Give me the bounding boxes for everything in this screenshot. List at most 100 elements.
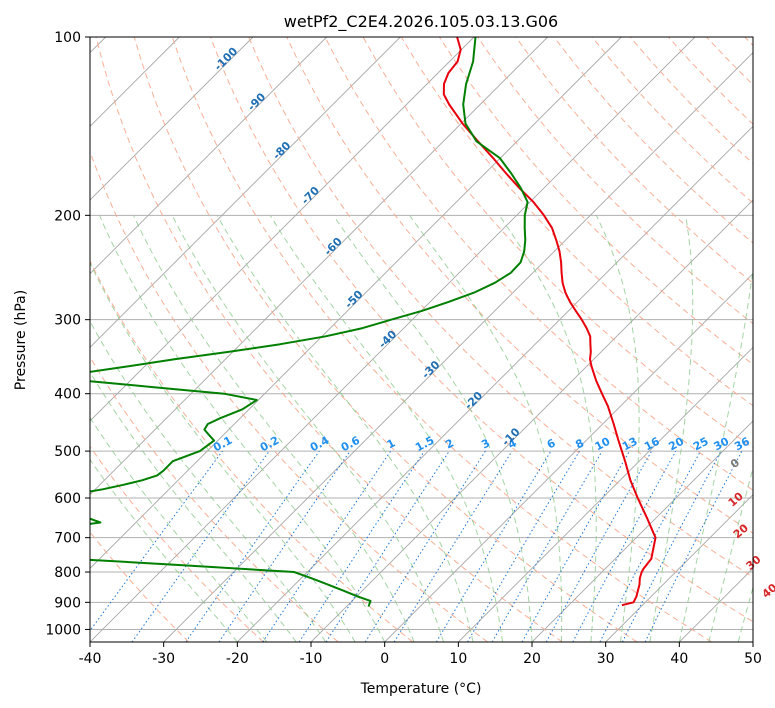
moist-adiabat-line xyxy=(409,215,563,642)
dewpoint-profile-line xyxy=(90,37,529,607)
x-tick-label: -10 xyxy=(300,651,323,667)
dry-adiabat-line xyxy=(591,37,753,204)
x-tick-label: 10 xyxy=(449,651,467,667)
moist-adiabat-line xyxy=(708,466,753,642)
plot-frame xyxy=(89,36,754,643)
dry-adiabat-line xyxy=(706,37,753,86)
moist-adiabat-line xyxy=(90,458,238,642)
x-tick-label: 40 xyxy=(670,651,688,667)
moist-adiabat-line xyxy=(90,416,268,642)
chart-title: wetPf2_C2E4.2026.105.03.13.G06 xyxy=(284,12,558,32)
isotherm-label: -50 xyxy=(342,288,365,311)
isotherm-label: -60 xyxy=(322,235,345,258)
moist-adiabat-line xyxy=(649,215,694,642)
moist-adiabat-line xyxy=(595,215,640,642)
isotherm-label: -10 xyxy=(499,425,522,448)
dry-adiabat-line xyxy=(286,37,753,534)
mixing-ratio-line xyxy=(90,450,223,632)
isotherm-line xyxy=(90,37,696,642)
moist-adiabat-label: 10 xyxy=(726,489,746,509)
mixing-ratio-line xyxy=(218,450,351,642)
moist-adiabat-line xyxy=(269,215,503,642)
moist-adiabat-label: 30 xyxy=(744,553,764,573)
isotherm-line xyxy=(163,52,753,642)
isotherm-line xyxy=(90,37,622,569)
mixing-ratio-line xyxy=(364,450,486,642)
isotherm-line xyxy=(90,37,548,496)
mixing-ratio-line xyxy=(185,450,320,642)
dry-adiabat-line xyxy=(515,37,753,284)
temperature-profile-line xyxy=(442,37,657,607)
mixing-ratio-line xyxy=(521,450,630,642)
y-tick-label: 400 xyxy=(54,387,81,403)
isotherm-line xyxy=(90,37,327,275)
y-tick-label: 1000 xyxy=(45,622,81,638)
mixing-ratio-label: 6 xyxy=(545,436,558,451)
x-tick-label: -30 xyxy=(152,651,175,667)
dry-adiabat-line xyxy=(95,37,563,642)
mixing-ratio-line xyxy=(298,450,425,642)
dry-adiabat-line xyxy=(133,37,638,642)
mixing-ratio-label: 16 xyxy=(642,435,662,454)
moist-adiabat-line xyxy=(99,215,386,642)
moist-adiabat-label: 20 xyxy=(731,521,751,541)
mixing-ratio-label: 1 xyxy=(385,436,398,451)
mixing-ratio-label: 30 xyxy=(712,435,732,454)
y-tick-label: 300 xyxy=(54,313,81,329)
x-tick-label: 30 xyxy=(597,651,615,667)
dry-adiabat-line xyxy=(210,37,753,623)
mixing-ratio-line xyxy=(325,450,450,642)
y-tick-label: 700 xyxy=(54,531,81,547)
x-tick-label: -40 xyxy=(79,651,102,667)
dry-adiabat-line xyxy=(171,37,712,642)
isotherm-label: -80 xyxy=(270,139,293,162)
dry-adiabat-line xyxy=(553,37,753,244)
mixing-ratio-label: 25 xyxy=(691,435,711,454)
isotherm-line xyxy=(384,273,753,642)
moist-adiabat-line xyxy=(678,265,753,642)
isotherm-line xyxy=(531,420,753,642)
mixing-ratio-label: 8 xyxy=(573,436,586,451)
mixing-ratio-label: 3 xyxy=(479,436,492,451)
moist-adiabat-line xyxy=(90,261,356,642)
isotherm-line xyxy=(605,494,753,642)
isotherm-label: -20 xyxy=(462,389,485,412)
isotherm-label: -40 xyxy=(376,328,399,351)
moist-adiabat-line xyxy=(132,215,415,642)
y-axis-label: Pressure (hPa) xyxy=(13,290,29,390)
dry-adiabat-line xyxy=(90,150,488,642)
x-tick-label: 50 xyxy=(744,651,762,667)
mixing-ratio-label: 13 xyxy=(620,435,640,454)
mixing-ratio-label: 10 xyxy=(593,435,613,454)
moist-adiabat-label: 40 xyxy=(760,581,775,601)
mixing-ratio-line xyxy=(262,450,392,642)
y-tick-label: 500 xyxy=(54,444,81,460)
moist-adiabat-line xyxy=(90,371,297,642)
background-grid xyxy=(90,37,753,642)
isotherm-line xyxy=(90,37,254,201)
line-labels: 0.1 0.2 0.4 0.6 1 1.5 2 3 4 6 8 10 13 16 20 25 30 36-100-… xyxy=(211,44,775,600)
mixing-ratio-line xyxy=(644,450,743,642)
dry-adiabat-line xyxy=(668,37,753,125)
moist-adiabat-line xyxy=(90,320,327,642)
moist-adiabat-line xyxy=(332,215,533,642)
isotherm-line xyxy=(90,37,401,348)
x-tick-label: -20 xyxy=(226,651,249,667)
moist-adiabat-line xyxy=(216,215,474,642)
mixing-ratio-label: 20 xyxy=(666,435,686,454)
dry-adiabat-line xyxy=(744,37,753,47)
isotherm-line xyxy=(237,125,753,642)
dry-adiabat-line xyxy=(248,37,753,578)
mixing-ratio-line xyxy=(467,450,580,642)
mixing-ratio-line xyxy=(572,450,677,642)
isotherm-line xyxy=(90,37,475,422)
moist-adiabat-line xyxy=(171,215,445,642)
isotherm-label: -70 xyxy=(299,184,322,207)
x-tick-label: 20 xyxy=(523,651,541,667)
dry-adiabat-line xyxy=(90,259,414,642)
isotherm-label: -90 xyxy=(245,90,268,113)
isotherm-line xyxy=(458,346,753,642)
data-layer xyxy=(90,37,657,607)
isotherm-line xyxy=(679,567,753,642)
x-tick-label: 0 xyxy=(380,651,389,667)
